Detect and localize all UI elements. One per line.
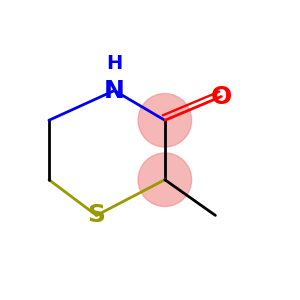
Text: N: N bbox=[104, 79, 125, 103]
Text: O: O bbox=[211, 85, 232, 109]
Circle shape bbox=[138, 153, 192, 206]
Text: S: S bbox=[88, 203, 106, 227]
Circle shape bbox=[138, 94, 192, 147]
Text: H: H bbox=[106, 54, 122, 73]
